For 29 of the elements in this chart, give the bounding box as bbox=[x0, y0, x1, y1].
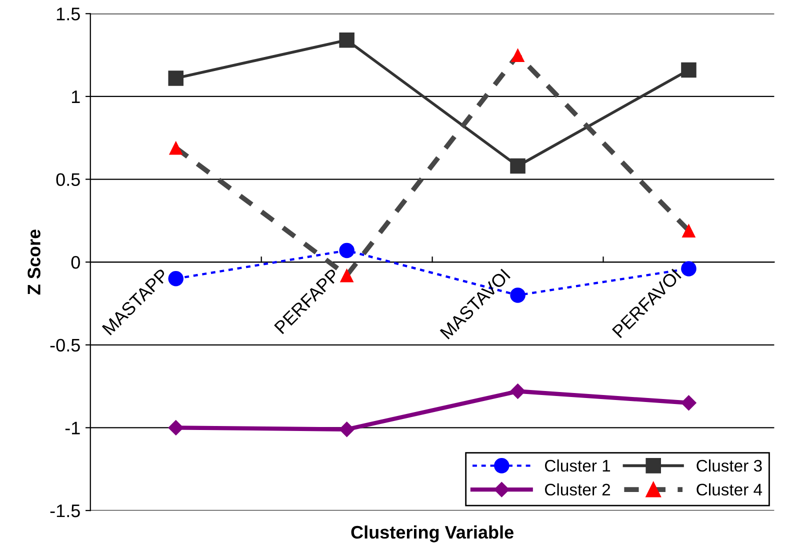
point bbox=[168, 271, 184, 286]
x-axis-title: Clustering Variable bbox=[351, 525, 514, 542]
legend-label: Cluster 2 bbox=[545, 483, 610, 496]
point bbox=[681, 261, 696, 276]
point bbox=[510, 384, 526, 399]
point bbox=[340, 268, 354, 282]
y-tick-label: -0.5 bbox=[50, 338, 80, 352]
y-tick-label: 1 bbox=[72, 90, 80, 103]
point bbox=[681, 395, 696, 410]
point bbox=[168, 420, 184, 436]
point bbox=[682, 224, 696, 238]
y-tick-label: -1.5 bbox=[50, 504, 80, 518]
y-axis-title: Z Score bbox=[28, 230, 40, 295]
legend-label: Cluster 3 bbox=[696, 459, 762, 472]
legend-label: Cluster 4 bbox=[696, 483, 762, 496]
point bbox=[339, 242, 354, 258]
point bbox=[510, 158, 526, 174]
point bbox=[510, 288, 526, 303]
y-tick-label: 0.5 bbox=[56, 173, 80, 186]
y-tick-label: 1.5 bbox=[56, 8, 80, 20]
point bbox=[168, 140, 183, 155]
legend-label: Cluster 1 bbox=[545, 459, 610, 472]
point bbox=[681, 62, 696, 78]
y-tick-label: -1 bbox=[65, 422, 80, 434]
point bbox=[339, 32, 354, 48]
y-tick-label: 0 bbox=[71, 256, 80, 269]
point bbox=[510, 48, 525, 62]
point bbox=[339, 422, 354, 437]
point bbox=[168, 70, 184, 86]
